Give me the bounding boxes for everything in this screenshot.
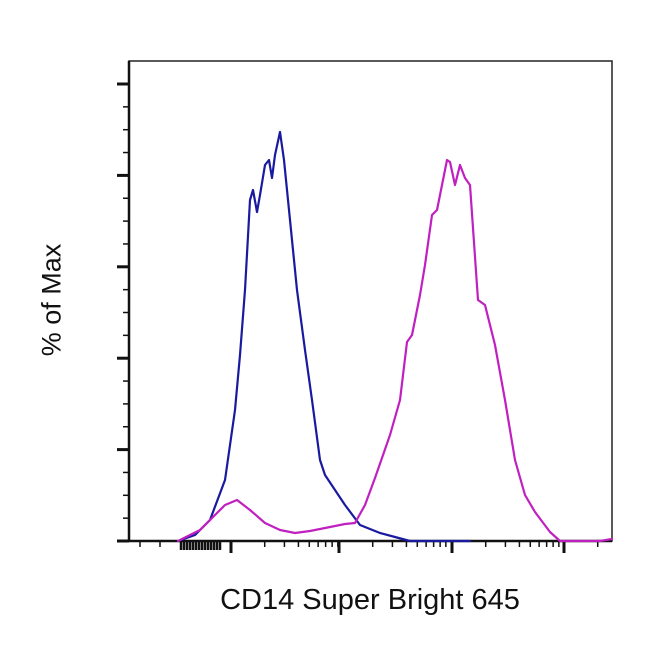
x-axis-label: CD14 Super Bright 645 <box>220 584 520 616</box>
control-histogram-line <box>176 130 472 543</box>
histogram-series <box>176 130 614 543</box>
stained-histogram-line <box>176 158 614 543</box>
x-axis-ticks <box>139 541 599 553</box>
plot-frame <box>127 60 613 543</box>
y-axis-label: % of Max <box>36 243 67 357</box>
y-axis-ticks <box>117 82 129 543</box>
